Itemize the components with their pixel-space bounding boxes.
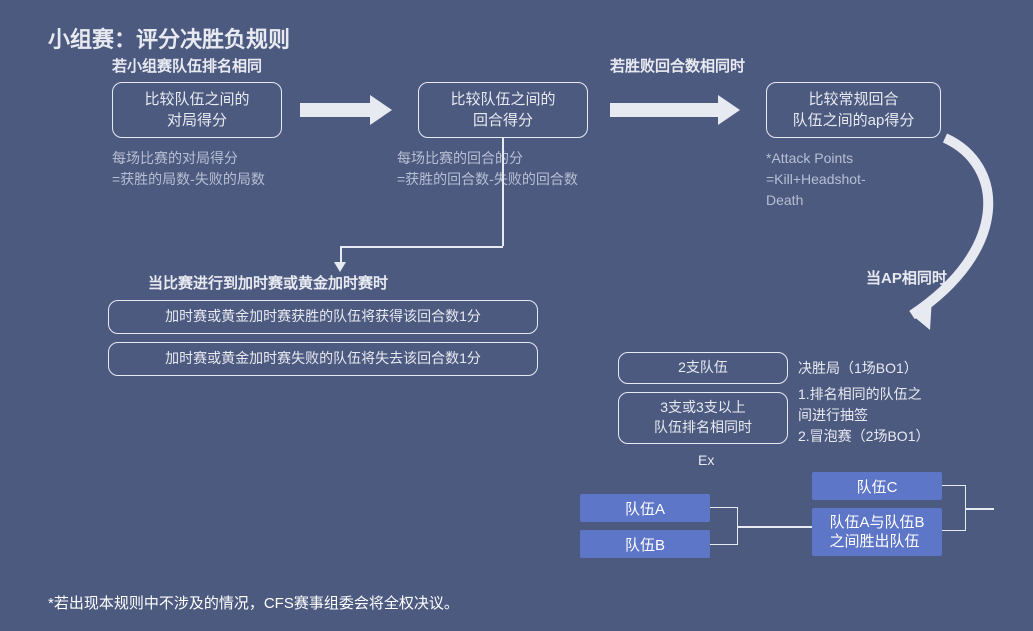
arrow-icon [300, 103, 372, 117]
bracket-line [966, 508, 994, 510]
team-b-box: 队伍B [580, 530, 710, 558]
arrow-icon [610, 103, 720, 117]
box-compare-match-score: 比较队伍之间的 对局得分 [112, 82, 282, 138]
header-same-rounds: 若胜败回合数相同时 [610, 55, 745, 76]
label-ex: Ex [698, 450, 714, 471]
team-winner-ab-box: 队伍A与队伍B 之间胜出队伍 [812, 508, 942, 556]
box-two-teams: 2支队伍 [618, 352, 788, 384]
box-three-teams: 3支或3支以上 队伍排名相同时 [618, 392, 788, 444]
note-match-score: 每场比赛的对局得分 =获胜的局数-失败的局数 [112, 148, 265, 190]
header-same-rank: 若小组赛队伍排名相同 [112, 55, 262, 76]
bracket-line [738, 526, 812, 528]
note-round-score: 每场比赛的回合的分 =获胜的回合数-失败的回合数 [397, 148, 578, 190]
curved-arrow-icon [840, 130, 1020, 340]
connector-line [340, 246, 503, 248]
note-ap: *Attack Points =Kill+Headshot- Death [766, 148, 866, 211]
page-title: 小组赛：评分决胜负规则 [48, 22, 290, 54]
bracket-line [710, 507, 738, 545]
arrow-icon [370, 95, 392, 125]
box-ot-win: 加时赛或黄金加时赛获胜的队伍将获得该回合数1分 [108, 300, 538, 334]
bracket-line [942, 485, 966, 531]
box-compare-ap-score: 比较常规回合 队伍之间的ap得分 [766, 82, 941, 138]
team-c-box: 队伍C [812, 472, 942, 500]
connector-line [502, 138, 504, 246]
arrowhead-down-icon [334, 262, 346, 272]
arrow-icon [718, 95, 740, 125]
box-ot-lose: 加时赛或黄金加时赛失败的队伍将失去该回合数1分 [108, 342, 538, 376]
label-two-teams-desc: 决胜局（1场BO1） [798, 358, 918, 379]
header-overtime: 当比赛进行到加时赛或黄金加时赛时 [148, 272, 388, 293]
label-three-teams-desc: 1.排名相同的队伍之 间进行抽签 2.冒泡赛（2场BO1） [798, 384, 929, 447]
footnote: *若出现本规则中不涉及的情况，CFS赛事组委会将全权决议。 [48, 592, 459, 613]
header-ap-same: 当AP相同时 [866, 267, 947, 288]
box-compare-round-score: 比较队伍之间的 回合得分 [418, 82, 588, 138]
team-a-box: 队伍A [580, 494, 710, 522]
